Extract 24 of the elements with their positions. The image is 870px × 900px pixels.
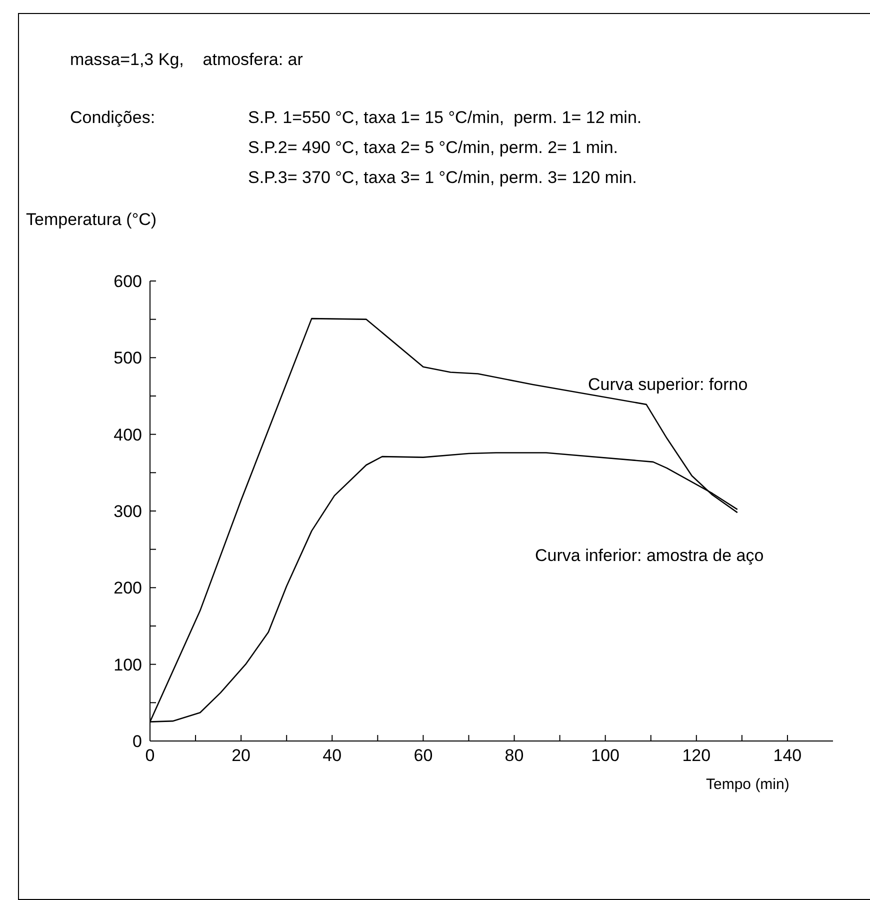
x-tick-label: 20: [232, 746, 251, 766]
text: Condições:: [70, 108, 156, 128]
x-axis-title: Tempo (min): [706, 776, 790, 793]
x-tick-label: 120: [682, 746, 711, 766]
x-tick-label: 100: [591, 746, 620, 766]
y-tick-label: 500: [114, 348, 142, 368]
x-tick-label: 40: [322, 746, 342, 766]
text: S.P. 1=550 °C, taxa 1= 15 °C/min, perm. 1= 12 min.: [248, 108, 642, 128]
y-tick-label: 300: [114, 502, 142, 522]
x-tick-label: 80: [504, 746, 524, 766]
y-tick-label: 400: [114, 425, 142, 444]
y-tick-label: 0: [132, 732, 142, 752]
text: massa=1,3 Kg, atmosfera: ar: [70, 50, 303, 70]
text: S.P.2= 490 °C, taxa 2= 5 °C/min, perm. 2= 1 min.: [248, 138, 618, 158]
y-axis-title: Temperatura (°C): [26, 210, 157, 230]
x-tick-label: 0: [145, 746, 155, 766]
text: Curva inferior: amostra de aço: [535, 546, 764, 565]
series-label: Curva superior: forno: [588, 375, 748, 394]
y-tick-label: 600: [114, 272, 142, 292]
text: S.P.3= 370 °C, taxa 3= 1 °C/min, perm. 3= 120 min.: [248, 168, 637, 188]
y-tick-label: 200: [114, 578, 142, 598]
y-tick-label: 100: [114, 655, 142, 674]
x-tick-label: 140: [773, 746, 802, 766]
x-tick-label: 60: [414, 746, 433, 766]
